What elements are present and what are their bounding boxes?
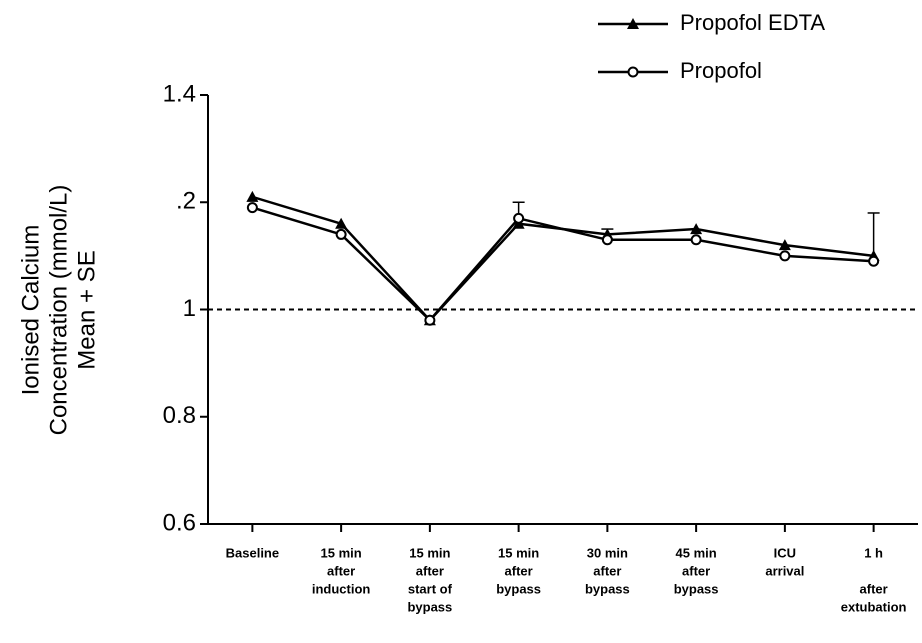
- x-tick-label: after: [682, 563, 710, 578]
- x-tick-label: after: [416, 563, 444, 578]
- data-point: [690, 234, 702, 246]
- x-tick-label: Baseline: [226, 545, 279, 560]
- y-tick-label: 1.4: [163, 80, 196, 107]
- y-tick-label: 0.6: [163, 509, 196, 536]
- x-tick-label: induction: [312, 581, 371, 596]
- data-point: [335, 228, 347, 240]
- x-tick-label: 15 min: [498, 545, 539, 560]
- x-tick-label: after: [505, 563, 533, 578]
- x-tick-label: bypass: [496, 581, 541, 596]
- y-axis-label-line: Concentration (mmol/L): [45, 185, 72, 436]
- y-tick-label: 1: [183, 295, 196, 322]
- y-axis-label-line: Mean + SE: [73, 250, 100, 369]
- x-tick-label: 15 min: [409, 545, 450, 560]
- legend-label: Propofol EDTA: [680, 10, 825, 35]
- x-tick-label: 30 min: [587, 545, 628, 560]
- data-point: [335, 217, 348, 229]
- x-tick-label: after: [593, 563, 621, 578]
- x-tick-label: bypass: [585, 581, 630, 596]
- y-axis-label: Ionised Calcium Concentration (mmol/L) M…: [17, 185, 100, 436]
- x-tick-label: 45 min: [676, 545, 717, 560]
- x-tick-label: after: [327, 563, 355, 578]
- x-tick-label: arrival: [765, 563, 804, 578]
- data-point: [513, 212, 525, 224]
- y-tick-label: 0.8: [163, 402, 196, 429]
- legend-marker: [627, 66, 639, 78]
- x-tick-label: bypass: [674, 581, 719, 596]
- data-point: [601, 234, 613, 246]
- series-line: [252, 206, 874, 323]
- data-point: [246, 202, 258, 214]
- data-point: [868, 255, 880, 267]
- legend-label: Propofol: [680, 58, 762, 83]
- x-tick-label: 15 min: [321, 545, 362, 560]
- x-tick-label: bypass: [407, 599, 452, 614]
- data-point: [246, 190, 259, 202]
- x-tick-label: 1 h: [864, 545, 883, 560]
- y-tick-label: .2: [176, 188, 196, 215]
- x-tick-label: extubation: [841, 599, 907, 614]
- data-point: [778, 239, 791, 251]
- data-point: [690, 223, 703, 235]
- x-tick-label: after: [860, 581, 888, 596]
- data-point: [424, 314, 436, 326]
- x-tick-label: start of: [408, 581, 453, 596]
- legend-marker: [627, 18, 639, 29]
- y-axis-label-line: Ionised Calcium: [17, 225, 44, 396]
- x-tick-label: ICU: [774, 545, 796, 560]
- data-point: [779, 250, 791, 262]
